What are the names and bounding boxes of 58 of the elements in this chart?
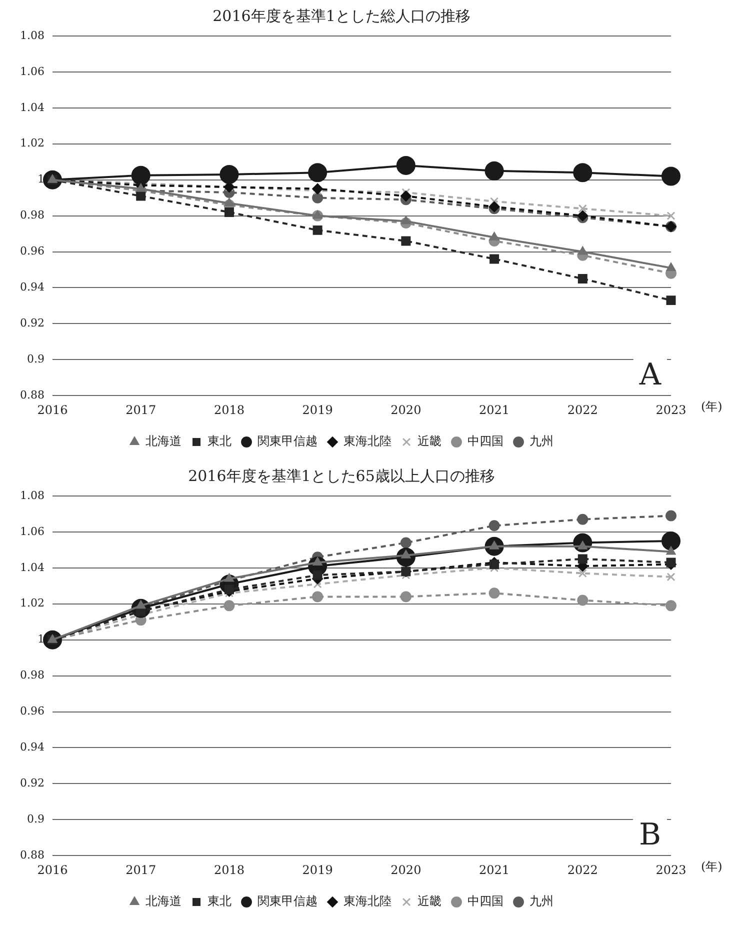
y-tick-label: 1.02 (20, 596, 44, 610)
x-tick-label: 2016 (37, 402, 68, 417)
y-tick-label: 1.06 (20, 64, 44, 78)
x-axis-title: (年) (701, 860, 722, 874)
y-tick-label: 0.92 (20, 776, 44, 790)
y-tick-label: 0.98 (20, 208, 44, 222)
chart-title: 2016年度を基準1とした総人口の推移 (212, 6, 470, 25)
y-tick-label: 1.08 (20, 28, 44, 42)
legend-label: 東北 (208, 434, 232, 448)
y-tick-label: 0.88 (20, 848, 44, 862)
y-tick-label: 0.98 (20, 668, 44, 682)
legend-label: 九州 (530, 894, 554, 908)
y-tick-label: 0.92 (20, 316, 44, 330)
y-tick-label: 0.94 (20, 740, 44, 754)
legend-label: 中四国 (468, 434, 504, 448)
y-tick-label: 0.9 (26, 812, 44, 826)
legend-label: 関東甲信越 (258, 434, 318, 448)
x-tick-label: 2020 (390, 862, 422, 877)
annotation: B (638, 817, 661, 852)
annotation: A (638, 357, 662, 392)
x-tick-label: 2022 (567, 862, 598, 877)
x-tick-label: 2017 (126, 862, 156, 877)
y-tick-label: 0.88 (20, 388, 44, 402)
x-tick-label: 2020 (390, 402, 422, 417)
legend-label: 関東甲信越 (258, 894, 318, 908)
legend-label: 北海道 (146, 434, 182, 448)
y-tick-label: 1.08 (20, 488, 44, 502)
legend-label: 近畿 (418, 894, 442, 908)
legend-label: 九州 (530, 434, 554, 448)
legend-label: 中四国 (468, 894, 504, 908)
y-tick-label: 1 (37, 632, 44, 646)
legend-label: 東海北陸 (344, 434, 392, 448)
y-tick-label: 0.96 (20, 244, 44, 258)
legend-label: 東海北陸 (344, 894, 392, 908)
legend-label: 東北 (208, 894, 232, 908)
y-tick-label: 1.02 (20, 136, 44, 150)
x-tick-label: 2018 (214, 402, 244, 417)
y-tick-label: 0.9 (26, 352, 44, 366)
x-axis-title: (年) (701, 400, 722, 414)
x-tick-label: 2022 (567, 402, 598, 417)
x-tick-label: 2018 (214, 862, 244, 877)
x-tick-label: 2023 (656, 402, 686, 417)
x-tick-label: 2019 (302, 402, 333, 417)
legend-label: 北海道 (146, 894, 182, 908)
y-tick-label: 1.04 (20, 100, 44, 114)
y-tick-label: 0.94 (20, 280, 44, 294)
legend-label: 近畿 (418, 434, 442, 448)
chart-title: 2016年度を基準1とした65歳以上人口の推移 (188, 466, 495, 485)
x-tick-label: 2016 (37, 862, 68, 877)
x-tick-label: 2017 (126, 402, 156, 417)
y-tick-label: 1 (37, 172, 44, 186)
y-tick-label: 1.06 (20, 524, 44, 538)
x-tick-label: 2019 (302, 862, 333, 877)
y-tick-label: 0.96 (20, 704, 44, 718)
y-tick-label: 1.04 (20, 560, 44, 574)
x-tick-label: 2023 (656, 862, 686, 877)
x-tick-label: 2021 (479, 402, 510, 417)
x-tick-label: 2021 (479, 862, 510, 877)
